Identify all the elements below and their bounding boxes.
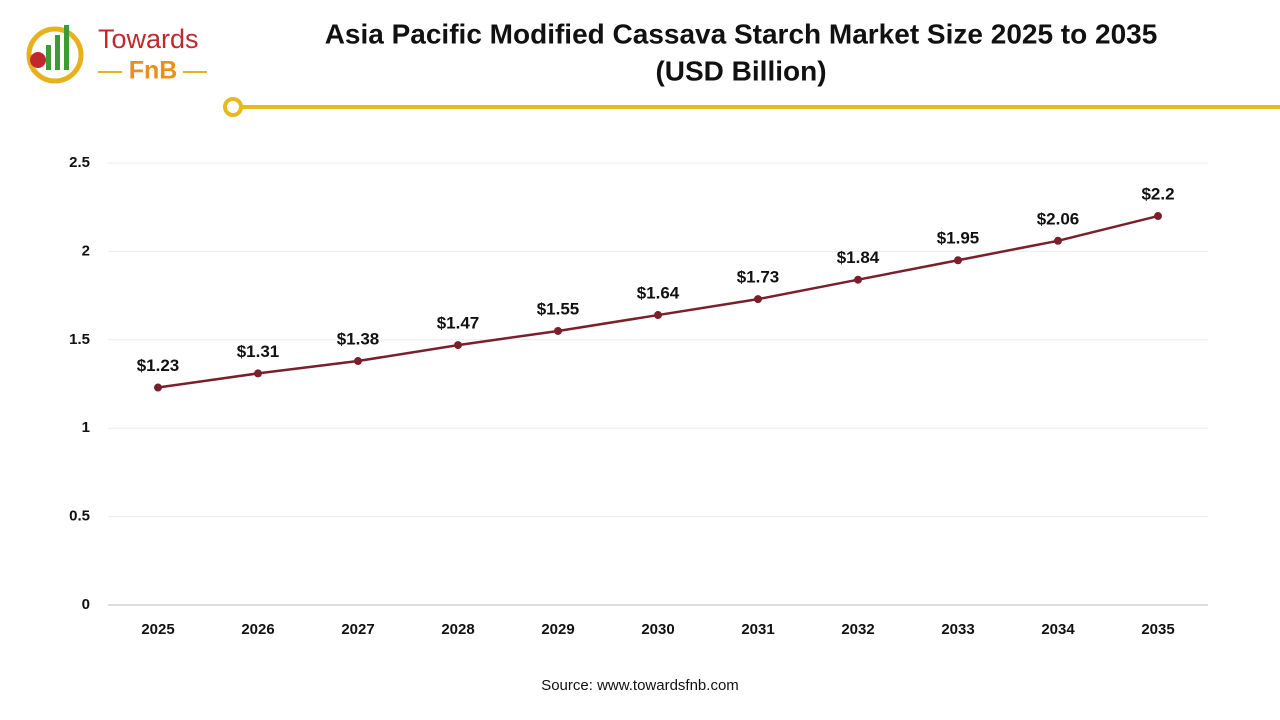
x-tick-label: 2032 (841, 621, 874, 638)
x-tick-label: 2029 (541, 621, 574, 638)
value-label: $1.55 (537, 299, 580, 318)
point (1054, 236, 1062, 245)
point (554, 326, 562, 335)
chart-title: (USD Billion) (655, 55, 826, 86)
point (354, 357, 362, 366)
x-tick-label: 2030 (641, 621, 674, 638)
value-label: $2.2 (1141, 185, 1174, 204)
x-tick-label: 2026 (241, 621, 274, 638)
point (854, 275, 862, 284)
y-tick-label: 0.5 (69, 508, 90, 525)
point (1154, 212, 1162, 221)
x-tick-label: 2034 (1041, 621, 1075, 638)
x-tick-label: 2033 (941, 621, 974, 638)
y-tick-label: 1 (82, 419, 90, 436)
chart-title: Asia Pacific Modified Cassava Starch Mar… (325, 18, 1158, 49)
value-label: $1.47 (437, 314, 480, 333)
source: Source: www.towardsfnb.com (541, 677, 739, 694)
logo-dot (30, 52, 46, 68)
value-label: $1.64 (637, 284, 680, 303)
y-tick-label: 0 (82, 596, 90, 613)
value-label: $1.23 (137, 356, 180, 375)
x-tick-label: 2028 (441, 621, 474, 638)
value-label: $1.84 (837, 248, 880, 267)
x-tick-label: 2031 (741, 621, 774, 638)
y-tick-label: 2 (82, 242, 90, 259)
y-tick-label: 1.5 (69, 331, 90, 348)
x-tick-label: 2027 (341, 621, 374, 638)
point (654, 311, 662, 320)
logo: Towards FnB (26, 24, 207, 85)
value-label: $1.31 (237, 342, 280, 361)
value-label: $1.95 (937, 229, 980, 248)
logo-bar (55, 35, 60, 70)
value-label: $1.38 (337, 330, 380, 349)
value-label: $1.73 (737, 268, 780, 287)
point (154, 383, 162, 392)
x-tick-label: 2035 (1141, 621, 1174, 638)
point (454, 341, 462, 350)
logo-name: Towards (98, 24, 199, 54)
logo-bar (46, 45, 51, 70)
point (954, 256, 962, 265)
y-tick-label: 2.5 (69, 154, 90, 171)
logo-ring (26, 26, 84, 84)
point (754, 295, 762, 304)
x-tick-label: 2025 (141, 621, 174, 638)
value-label: $2.06 (1037, 209, 1080, 228)
point (254, 369, 262, 378)
header-rule-dot (223, 97, 243, 117)
logo-bar (64, 25, 69, 70)
logo-sub: FnB (129, 57, 178, 85)
